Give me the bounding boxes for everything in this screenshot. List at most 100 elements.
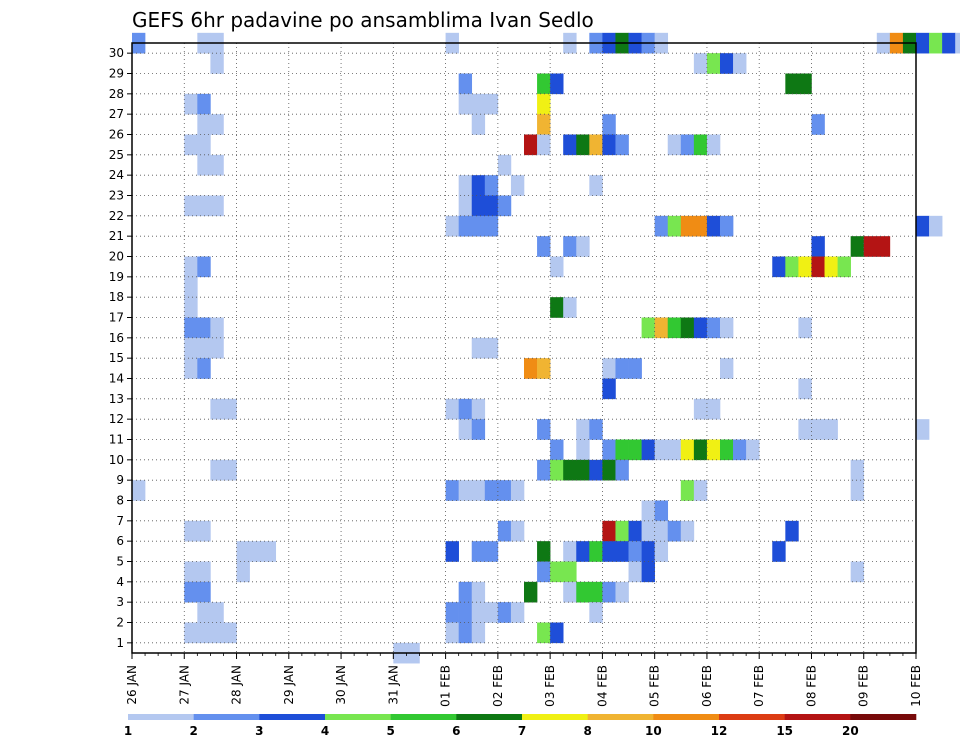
colorbar-swatch <box>587 714 654 720</box>
heatmap-cell <box>445 541 459 562</box>
heatmap-cell <box>785 73 799 95</box>
heatmap-cell <box>563 459 577 481</box>
y-tick-label: 14 <box>109 372 124 386</box>
heatmap-cell <box>706 398 721 420</box>
heatmap-cell <box>471 215 486 237</box>
heatmap-cell <box>916 419 930 440</box>
heatmap-cell <box>693 317 708 339</box>
y-tick-label: 6 <box>116 534 124 548</box>
colorbar-label: 6 <box>452 724 460 738</box>
heatmap-cell <box>445 480 459 501</box>
heatmap-cell <box>641 561 655 583</box>
heatmap-cell <box>706 53 721 74</box>
heatmap-cell <box>811 114 825 135</box>
heatmap-cell <box>510 520 525 542</box>
heatmap-cell <box>693 480 708 501</box>
colorbar-legend: 1 2 3 4 5 6 7 8 10 12 15 20 <box>124 714 917 738</box>
colorbar-swatch <box>784 714 851 720</box>
colorbar-swatch <box>325 714 391 720</box>
heatmap-cell <box>471 195 486 217</box>
heatmap-cell <box>484 175 499 196</box>
heatmap-cell <box>458 602 473 623</box>
heatmap-cell <box>602 114 616 135</box>
y-tick-label: 15 <box>109 351 124 365</box>
heatmap-cell <box>510 602 525 623</box>
heatmap-cell <box>706 215 721 237</box>
heatmap-cell <box>720 317 734 339</box>
heatmap-cell <box>706 317 721 339</box>
heatmap-cell <box>197 93 211 115</box>
y-tick-label: 4 <box>116 575 124 589</box>
heatmap-cell <box>184 317 198 339</box>
heatmap-cell <box>524 134 538 156</box>
heatmap-cell <box>602 358 616 379</box>
y-tick-label: 21 <box>109 229 124 243</box>
x-tick-label: 31 JAN <box>386 665 400 705</box>
heatmap-cell <box>537 114 551 135</box>
colorbar-label: 7 <box>518 724 526 738</box>
heatmap-cell <box>197 337 211 359</box>
heatmap-cell <box>197 602 211 623</box>
x-tick-label: 02 FEB <box>491 665 505 707</box>
heatmap-cell <box>210 53 224 74</box>
chart-title: GEFS 6hr padavine po ansamblima Ivan Sed… <box>132 8 594 32</box>
heatmap-cell <box>184 337 198 359</box>
x-tick-label: 26 JAN <box>125 665 139 705</box>
heatmap-cell <box>641 520 655 542</box>
heatmap-cell <box>706 134 721 156</box>
heatmap-cell <box>772 541 786 562</box>
heatmap-cell <box>458 419 473 440</box>
heatmap-cell <box>576 439 590 461</box>
y-tick-label: 8 <box>116 494 124 508</box>
heatmap-cell <box>249 541 263 562</box>
heatmap-cell <box>720 53 734 74</box>
heatmap-cell <box>445 215 459 237</box>
heatmap-cell <box>602 134 616 156</box>
heatmap-cell <box>458 398 473 420</box>
heatmap-cell <box>615 459 629 481</box>
heatmap-cell <box>916 32 930 54</box>
heatmap-cell <box>576 541 590 562</box>
heatmap-cell <box>589 602 603 623</box>
heatmap-cell <box>680 134 695 156</box>
heatmap-cell <box>680 439 695 461</box>
heatmap-cell <box>654 541 669 562</box>
heatmap-cell <box>720 215 734 237</box>
heatmap-cell <box>510 175 525 196</box>
heatmap-cell <box>550 622 564 644</box>
heatmap-cell <box>615 541 629 562</box>
heatmap-cell <box>197 256 211 278</box>
heatmap-cell <box>733 439 747 461</box>
heatmap-cell <box>615 134 629 156</box>
heatmap-cell <box>197 154 211 176</box>
heatmap-cell <box>458 480 473 501</box>
heatmap-cell <box>537 134 551 156</box>
heatmap-cell <box>184 276 198 298</box>
heatmap-cell <box>563 297 577 318</box>
heatmap-cell <box>667 317 682 339</box>
heatmap-cell <box>589 459 603 481</box>
heatmap-cell <box>184 561 198 583</box>
y-tick-label: 19 <box>109 270 124 284</box>
heatmap-cell <box>236 541 250 562</box>
colorbar-swatch <box>390 714 457 720</box>
heatmap-cell <box>184 520 198 542</box>
heatmap-cell <box>550 73 564 95</box>
heatmap-cell <box>236 561 250 583</box>
heatmap-cell <box>210 317 224 339</box>
heatmap-cell <box>955 32 960 54</box>
colorbar-label: 3 <box>255 724 263 738</box>
heatmap-cell <box>641 439 655 461</box>
heatmap-cell <box>484 541 499 562</box>
colorbar-swatch <box>259 714 326 720</box>
heatmap-cell <box>210 114 224 135</box>
heatmap-cell <box>484 215 499 237</box>
colorbar-label: 1 <box>124 724 132 738</box>
heatmap-cell <box>445 398 459 420</box>
heatmap-cell <box>471 337 486 359</box>
heatmap-cell <box>602 459 616 481</box>
heatmap-cell <box>746 439 760 461</box>
heatmap-cell <box>484 337 499 359</box>
y-tick-label: 1 <box>116 636 124 650</box>
heatmap-cell <box>537 561 551 583</box>
